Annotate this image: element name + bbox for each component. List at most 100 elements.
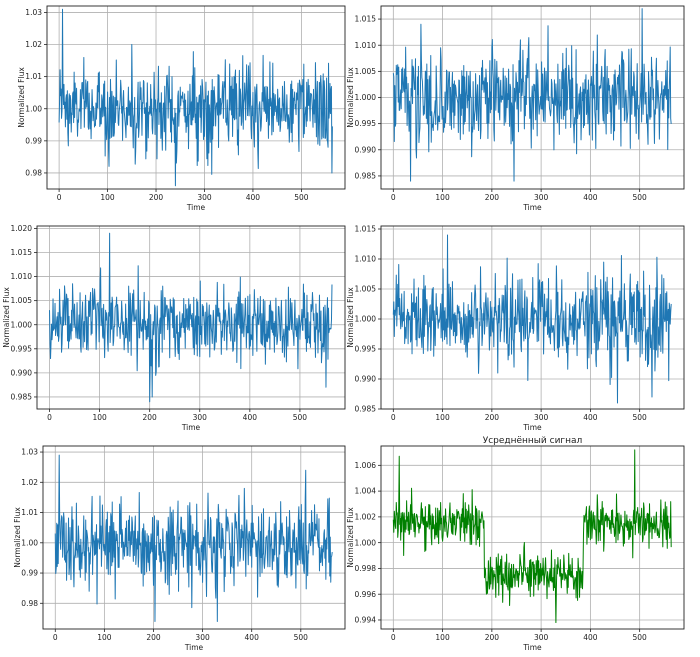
- y-tick-label: 1.03: [25, 8, 42, 17]
- y-tick-label: 0.995: [355, 345, 377, 354]
- y-tick-label: 1.010: [11, 272, 33, 281]
- x-tick-label: 500: [632, 193, 647, 202]
- x-axis-label: Time: [186, 203, 206, 212]
- x-axis-label: Time: [522, 423, 542, 432]
- x-tick-label: 300: [534, 413, 549, 422]
- y-tick-label: 1.000: [11, 320, 33, 329]
- chart-panel-3: 0 100 200 300 400 500 0.985 0.990 0.995 1.000 1.00…: [2, 224, 346, 432]
- y-tick-label: 1.02: [25, 40, 42, 49]
- y-tick-label: 1.00: [25, 104, 42, 113]
- x-axis-label: Time: [522, 203, 542, 212]
- chart-panel-1: 0 100 200 300 400 500 0.98 0.99 1.00 1.01 1.02 1.03…: [17, 5, 346, 212]
- y-tick-label: 0.98: [21, 599, 38, 608]
- y-axis-label: Normalized Flux: [17, 67, 26, 128]
- flux-series-line: [54, 454, 333, 622]
- x-tick-label: 100: [435, 193, 450, 202]
- flux-series-line: [392, 8, 672, 182]
- x-tick-label: 100: [435, 633, 450, 642]
- plot-frame: [380, 225, 685, 410]
- y-axis-label: Normalized Flux: [346, 507, 355, 568]
- x-tick-label: 400: [243, 413, 258, 422]
- x-tick-label: 200: [146, 633, 161, 642]
- y-tick-label: 1.004: [355, 487, 377, 496]
- y-tick-label: 1.000: [355, 93, 377, 102]
- x-tick-label: 200: [485, 413, 500, 422]
- flux-series-line: [49, 232, 333, 403]
- y-tick-label: 1.005: [355, 67, 377, 76]
- x-tick-label: 100: [100, 193, 115, 202]
- x-tick-label: 300: [534, 633, 549, 642]
- y-tick-label: 0.990: [355, 145, 377, 154]
- x-tick-label: 500: [293, 413, 308, 422]
- y-tick-label: 1.00: [21, 538, 38, 547]
- y-tick-label: 1.015: [11, 248, 33, 257]
- x-tick-label: 500: [632, 413, 647, 422]
- x-tick-label: 400: [245, 633, 260, 642]
- x-tick-label: 400: [583, 633, 598, 642]
- flux-series-line: [392, 234, 672, 404]
- x-tick-label: 100: [435, 413, 450, 422]
- x-tick-label: 300: [195, 633, 210, 642]
- y-tick-label: 1.015: [355, 15, 377, 24]
- y-tick-label: 1.020: [11, 224, 33, 233]
- x-tick-label: 0: [57, 193, 62, 202]
- y-axis-label: Normalized Flux: [346, 287, 355, 348]
- chart-title: Усреднённый сигнал: [483, 436, 583, 446]
- y-tick-label: 0.990: [355, 375, 377, 384]
- y-tick-label: 1.006: [355, 461, 377, 470]
- y-tick-label: 1.005: [11, 296, 33, 305]
- x-tick-label: 100: [97, 633, 112, 642]
- y-tick-label: 1.000: [355, 315, 377, 324]
- y-axis-label: Normalized Flux: [2, 287, 11, 348]
- x-tick-label: 0: [47, 413, 52, 422]
- x-tick-label: 400: [583, 193, 598, 202]
- x-tick-label: 500: [294, 633, 309, 642]
- y-tick-label: 0.985: [355, 172, 377, 181]
- x-axis-label: Time: [522, 643, 542, 652]
- y-tick-label: 0.985: [11, 393, 33, 402]
- y-tick-label: 1.01: [25, 72, 42, 81]
- y-tick-label: 1.000: [355, 538, 377, 547]
- y-tick-label: 0.996: [355, 590, 377, 599]
- x-tick-label: 300: [534, 193, 549, 202]
- y-tick-label: 0.995: [355, 119, 377, 128]
- y-axis-label: Normalized Flux: [346, 67, 355, 128]
- flux-series-line: [392, 449, 672, 624]
- y-tick-label: 1.010: [355, 255, 377, 264]
- y-axis-label: Normalized Flux: [13, 507, 22, 568]
- x-tick-label: 0: [391, 413, 396, 422]
- y-tick-label: 1.01: [21, 508, 38, 517]
- y-tick-label: 0.99: [25, 136, 42, 145]
- y-tick-label: 0.998: [355, 564, 377, 573]
- plot-frame: [380, 445, 685, 630]
- x-tick-label: 0: [391, 633, 396, 642]
- x-axis-label: Time: [184, 643, 204, 652]
- chart-panel-2: 0 100 200 300 400 500 0.985 0.990 0.995 1.000 1.00…: [346, 5, 685, 212]
- y-tick-label: 1.03: [21, 448, 38, 457]
- x-tick-label: 500: [294, 193, 309, 202]
- x-tick-label: 200: [485, 633, 500, 642]
- x-tick-label: 0: [53, 633, 58, 642]
- y-tick-label: 0.990: [11, 368, 33, 377]
- y-tick-label: 1.005: [355, 285, 377, 294]
- y-tick-label: 1.015: [355, 225, 377, 234]
- x-tick-label: 400: [583, 413, 598, 422]
- plot-frame: [42, 445, 346, 630]
- y-tick-label: 0.985: [355, 405, 377, 414]
- chart-panel-5: 0 100 200 300 400 500 0.98 0.99 1.00 1.01 1.02 1.03…: [13, 445, 346, 652]
- plot-frame: [46, 5, 346, 190]
- x-axis-label: Time: [181, 423, 201, 432]
- x-tick-label: 500: [632, 633, 647, 642]
- y-tick-label: 0.99: [21, 569, 38, 578]
- y-tick-label: 0.994: [355, 616, 377, 625]
- x-tick-label: 300: [197, 193, 212, 202]
- x-tick-label: 200: [149, 193, 164, 202]
- x-tick-label: 100: [92, 413, 107, 422]
- y-tick-label: 0.995: [11, 344, 33, 353]
- flux-series-line: [58, 8, 333, 187]
- x-tick-label: 200: [485, 193, 500, 202]
- chart-panel-6: 0 100 200 300 400 500 0.994 0.996 0.998 1.000 1.00…: [346, 436, 685, 652]
- x-tick-label: 300: [193, 413, 208, 422]
- y-tick-label: 1.02: [21, 478, 38, 487]
